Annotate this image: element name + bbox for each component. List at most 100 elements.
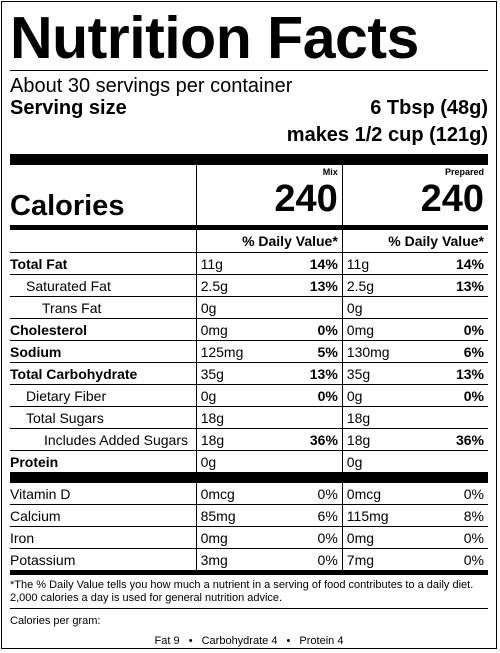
vitamin-table: Vitamin D 0mcg 0% 0mcg 0% Calcium 85mg 6% 115mg 8…: [10, 483, 488, 570]
prepared-amount: 0mg: [346, 321, 375, 338]
nutrient-name: Total Sugars: [26, 409, 104, 426]
mix-amount: 3mg: [200, 551, 228, 568]
prepared-nutrient-cell: 35g 13%: [341, 363, 488, 384]
vitamin-name: Vitamin D: [10, 485, 71, 502]
prepared-nutrient-cell: 11g 14%: [341, 253, 488, 274]
calories-per-gram-values: Fat 9 • Carbohydrate 4 • Protein 4: [10, 635, 488, 647]
mix-amount: 35g: [200, 365, 224, 382]
prepared-vitamin-cell: 0mcg 0%: [341, 483, 488, 504]
footer-divider-row: [10, 570, 488, 575]
vitamin-name: Iron: [10, 529, 35, 546]
nutrient-name: Total Carbohydrate: [10, 365, 138, 382]
prepared-daily-value: 0%: [463, 529, 484, 546]
prepared-daily-value: 0%: [463, 551, 484, 568]
prepared-amount: 130mg: [346, 343, 390, 360]
nutrient-row: Protein 0g 0g: [10, 450, 488, 472]
prepared-nutrient-cell: 2.5g 13%: [341, 275, 488, 296]
prepared-nutrient-cell: 18g 36%: [341, 429, 488, 450]
mix-daily-value: 0%: [317, 485, 338, 502]
mix-nutrient-cell: 0g: [195, 451, 342, 472]
vitamin-row: Potassium 3mg 0% 7mg 0%: [10, 548, 488, 570]
prepared-amount: 0g: [346, 453, 363, 470]
mix-daily-value: 5%: [317, 343, 338, 360]
mix-daily-value: 13%: [309, 277, 338, 294]
separator-dot: •: [188, 635, 193, 647]
prepared-amount: 18g: [346, 431, 371, 448]
prepared-amount: 7mg: [346, 551, 375, 568]
mix-nutrient-cell: 11g 14%: [195, 253, 342, 274]
mix-vitamin-cell: 0mcg 0%: [195, 483, 342, 504]
mix-amount: 85mg: [200, 507, 236, 524]
vitamin-name: Calcium: [10, 507, 61, 524]
mix-amount: 2.5g: [200, 277, 228, 294]
footnote-rule: [10, 608, 488, 609]
carbohydrate-per-gram: Carbohydrate 4: [201, 635, 278, 647]
nutrient-row: Total Carbohydrate 35g 13% 35g 13%: [10, 362, 488, 384]
mix-amount: 0g: [200, 387, 217, 404]
prepared-amount: 35g: [346, 365, 371, 382]
serving-size-amount: 6 Tbsp (48g): [370, 97, 488, 119]
prepared-nutrient-cell: 0mg 0%: [341, 319, 488, 340]
vitamin-name: Potassium: [10, 551, 76, 568]
prepared-calories-value: 240: [420, 178, 484, 220]
serving-size-makes: makes 1/2 cup (121g): [286, 124, 488, 146]
fat-per-gram: Fat 9: [154, 635, 180, 647]
nutrient-name: Sodium: [10, 343, 62, 360]
serving-size-label: Serving size: [10, 97, 127, 119]
title-rule: [10, 70, 488, 71]
vitamin-row: Iron 0mg 0% 0mg 0%: [10, 526, 488, 548]
nutrient-row: Total Sugars 18g 18g: [10, 406, 488, 428]
nutrient-row: Sodium 125mg 5% 130mg 6%: [10, 340, 488, 362]
mix-nutrient-cell: 0g 0%: [195, 385, 342, 406]
mix-amount: 0mg: [200, 321, 228, 338]
nutrient-name: Total Fat: [10, 255, 68, 272]
mix-nutrient-cell: 18g: [195, 407, 342, 428]
mix-amount: 0mcg: [200, 485, 235, 502]
label-title: Nutrition Facts: [10, 5, 419, 71]
nutrient-name: Trans Fat: [42, 299, 102, 316]
daily-value-footnote: *The % Daily Value tells you how much a …: [10, 579, 474, 604]
mix-vitamin-cell: 85mg 6%: [195, 505, 342, 526]
separator-dot: •: [286, 635, 291, 647]
mix-nutrient-cell: 0g: [195, 297, 342, 318]
mix-daily-value: 0%: [317, 529, 338, 546]
mix-daily-value: 36%: [309, 431, 338, 448]
prepared-amount: 11g: [346, 255, 370, 272]
mix-nutrient-cell: 0mg 0%: [195, 319, 342, 340]
prepared-amount: 115mg: [346, 507, 389, 524]
prepared-daily-value: 36%: [455, 431, 484, 448]
mix-amount: 0g: [200, 299, 217, 316]
mix-daily-value: 0%: [317, 321, 338, 338]
prepared-nutrient-cell: 0g 0%: [341, 385, 488, 406]
mix-vitamin-cell: 0mg 0%: [195, 527, 342, 548]
nutrient-table: Total Fat 11g 14% 11g 14% Saturated Fat 2.5g 13…: [10, 252, 488, 472]
mix-calories-value: 240: [274, 178, 338, 220]
thick-divider: [10, 154, 488, 165]
nutrient-row: Saturated Fat 2.5g 13% 2.5g 13%: [10, 274, 488, 296]
vitamin-row: Calcium 85mg 6% 115mg 8%: [10, 504, 488, 526]
mix-amount: 0g: [200, 453, 217, 470]
prepared-daily-value: 13%: [455, 277, 484, 294]
prepared-daily-value: 14%: [455, 255, 484, 272]
mix-daily-value: 6%: [317, 507, 338, 524]
prepared-amount: 18g: [346, 409, 371, 426]
prepared-daily-value: 0%: [463, 485, 484, 502]
mix-amount: 0mg: [200, 529, 228, 546]
mix-nutrient-cell: 125mg 5%: [195, 341, 342, 362]
nutrient-row: Trans Fat 0g 0g: [10, 296, 488, 318]
mix-amount: 11g: [200, 255, 223, 272]
prepared-amount: 0mg: [346, 529, 375, 546]
mix-column-header: Mix: [322, 167, 338, 177]
mix-amount: 18g: [200, 409, 225, 426]
section-divider-row: [10, 472, 488, 483]
nutrient-name: Saturated Fat: [26, 277, 111, 294]
calories-label: Calories: [10, 190, 125, 222]
prepared-nutrient-cell: 18g: [341, 407, 488, 428]
prepared-amount: 0g: [346, 299, 363, 316]
calories-row: Calories Mix 240 Prepared 240: [10, 165, 488, 225]
mix-amount: 18g: [200, 431, 225, 448]
daily-value-header-row: % Daily Value* % Daily Value*: [10, 230, 488, 252]
mix-daily-value: 0%: [317, 387, 338, 404]
prepared-dv-header: % Daily Value*: [341, 230, 488, 252]
prepared-daily-value: 0%: [463, 387, 484, 404]
